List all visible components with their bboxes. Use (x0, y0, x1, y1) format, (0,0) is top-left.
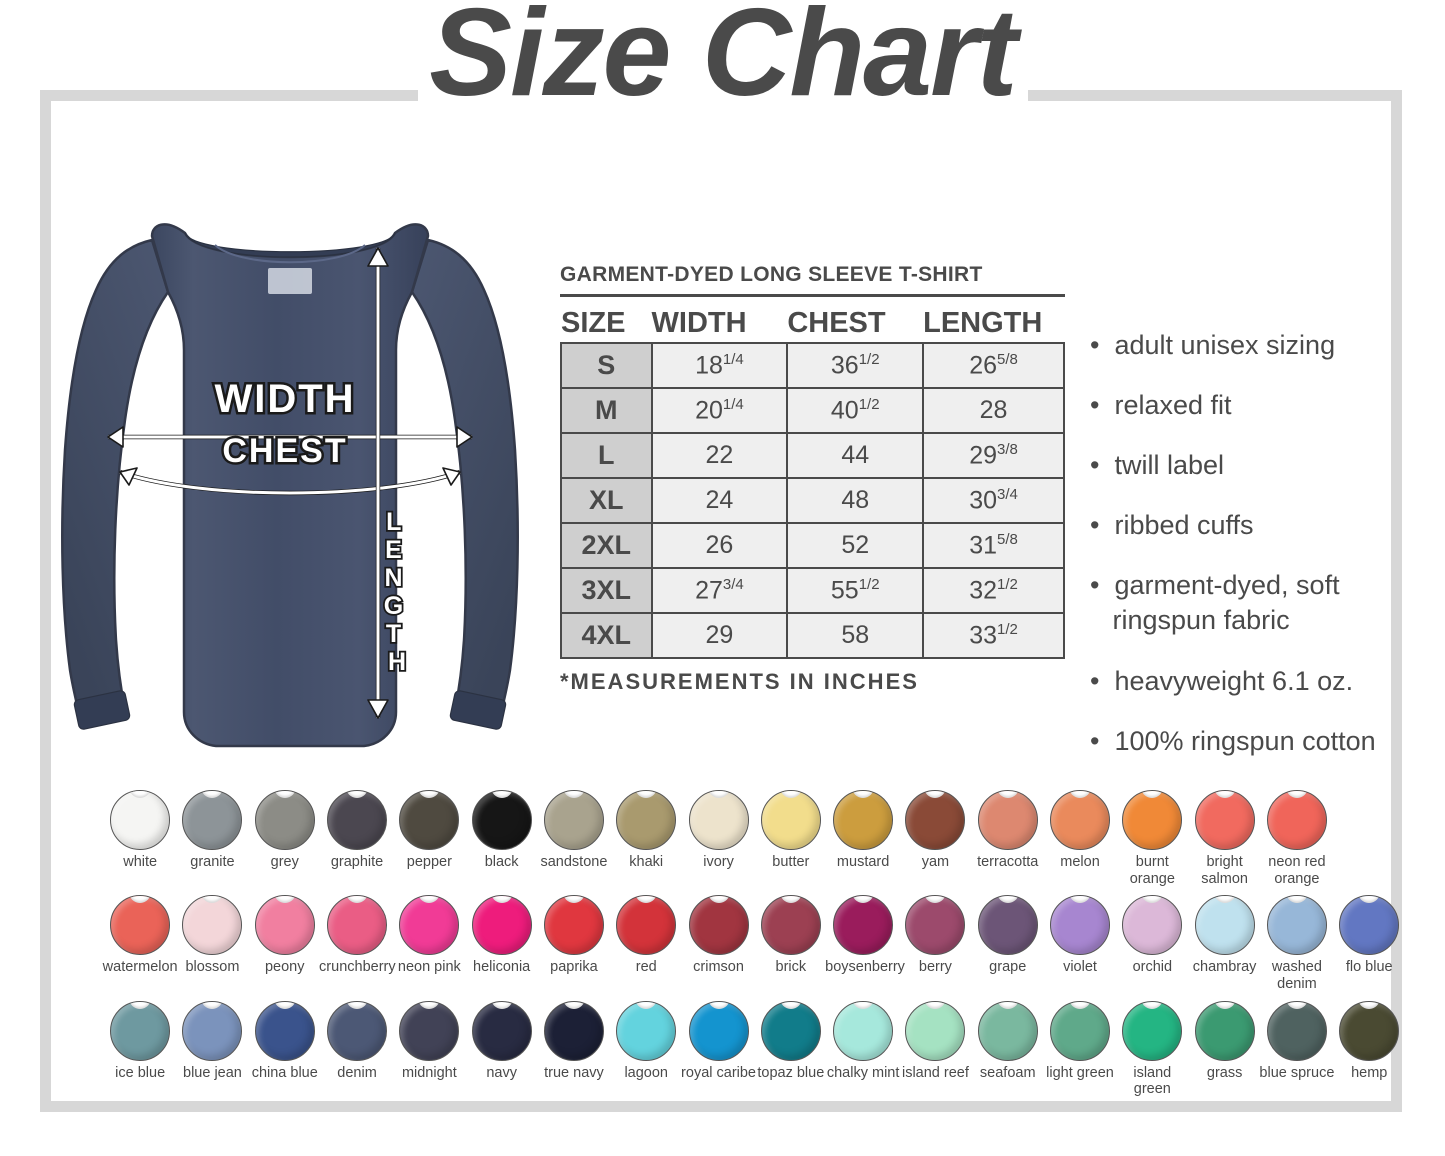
svg-text:WIDTH: WIDTH (214, 377, 355, 421)
svg-text:CHEST: CHEST (222, 432, 347, 470)
svg-text:L E N G T: L E N G T H (384, 508, 410, 676)
